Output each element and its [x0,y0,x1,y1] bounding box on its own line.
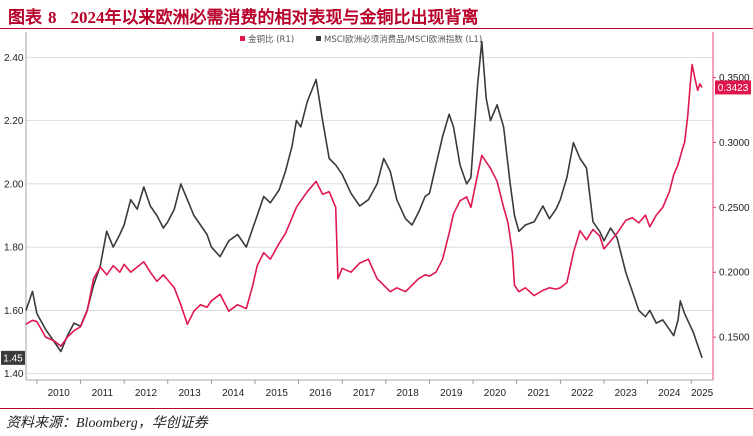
legend-label-gold-copper: 金铜比 (R1) [248,34,294,45]
grid-lines [26,56,713,375]
y-right-tick-label: 0.1500 [719,333,750,344]
source-note: 资料来源：Bloomberg，华创证券 [6,416,208,431]
x-tick-label: 2015 [266,388,289,399]
last-value-left-label: 1.45 [3,353,23,364]
legend: 金铜比 (R1) MSCI欧洲必须消费品/MSCI欧洲指数 (L1) [240,34,482,45]
y-left-tick-label: 1.40 [4,369,24,380]
y-left-tick-label: 1.80 [4,243,24,254]
y-left-tick-label: 2.00 [4,179,24,190]
last-value-right-box [715,80,751,95]
legend-label-msci-ratio: MSCI欧洲必须消费品/MSCI欧洲指数 (L1) [324,34,482,45]
x-tick-label: 2019 [440,388,463,399]
y-left-tick-label: 1.60 [4,306,24,317]
y-right-tick-label: 0.2000 [719,268,750,279]
x-tick-label: 2023 [615,388,638,399]
legend-swatch-msci-ratio [316,36,321,41]
y-left-tick-label: 2.40 [4,53,24,64]
y-right-tick-label: 0.3500 [719,73,750,84]
last-value-labels: 1.45 0.3423 [1,80,751,365]
y-left-tick-label: 2.20 [4,116,24,127]
x-tick-label: 2011 [92,388,114,399]
x-tick-label: 2016 [309,388,332,399]
y-right-tick-label: 0.2500 [719,203,750,214]
x-tick-label: 2020 [484,388,507,399]
axes: 1.40 1.60 1.80 2.00 2.20 2.40 0.1500 0.2000 0.25… [4,32,750,399]
source-rule [0,408,753,409]
x-tick-label: 2017 [353,388,376,399]
last-value-right-label: 0.3423 [718,83,749,94]
x-tick-label: 2022 [571,388,594,399]
x-tick-label: 2024 [658,388,681,399]
last-value-left-box [1,350,25,365]
figure-label: 图表 [8,8,42,27]
series-lines [25,40,703,359]
x-tick-label: 2021 [527,388,550,399]
x-tick-label: 2014 [222,388,245,399]
x-tick-label: 2018 [397,388,420,399]
x-tick-label: 2025 [691,388,714,399]
x-tick-label: 2012 [135,388,158,399]
figure-number: 8 [48,8,57,27]
x-tick-label: 2010 [48,388,71,399]
figure-title: 图表 8 2024年以来欧洲必需消费的相对表现与金铜比出现背离 [8,3,479,28]
series-line-msci-ratio [25,40,703,359]
x-tick-label: 2013 [178,388,201,399]
chart: 1.40 1.60 1.80 2.00 2.20 2.40 0.1500 0.2000 0.25… [1,32,751,399]
series-line-gold-copper [25,63,703,347]
figure-title-text: 2024年以来欧洲必需消费的相对表现与金铜比出现背离 [70,8,479,27]
title-rule [0,28,753,29]
y-right-tick-label: 0.3000 [719,138,750,149]
legend-swatch-gold-copper [240,36,245,41]
